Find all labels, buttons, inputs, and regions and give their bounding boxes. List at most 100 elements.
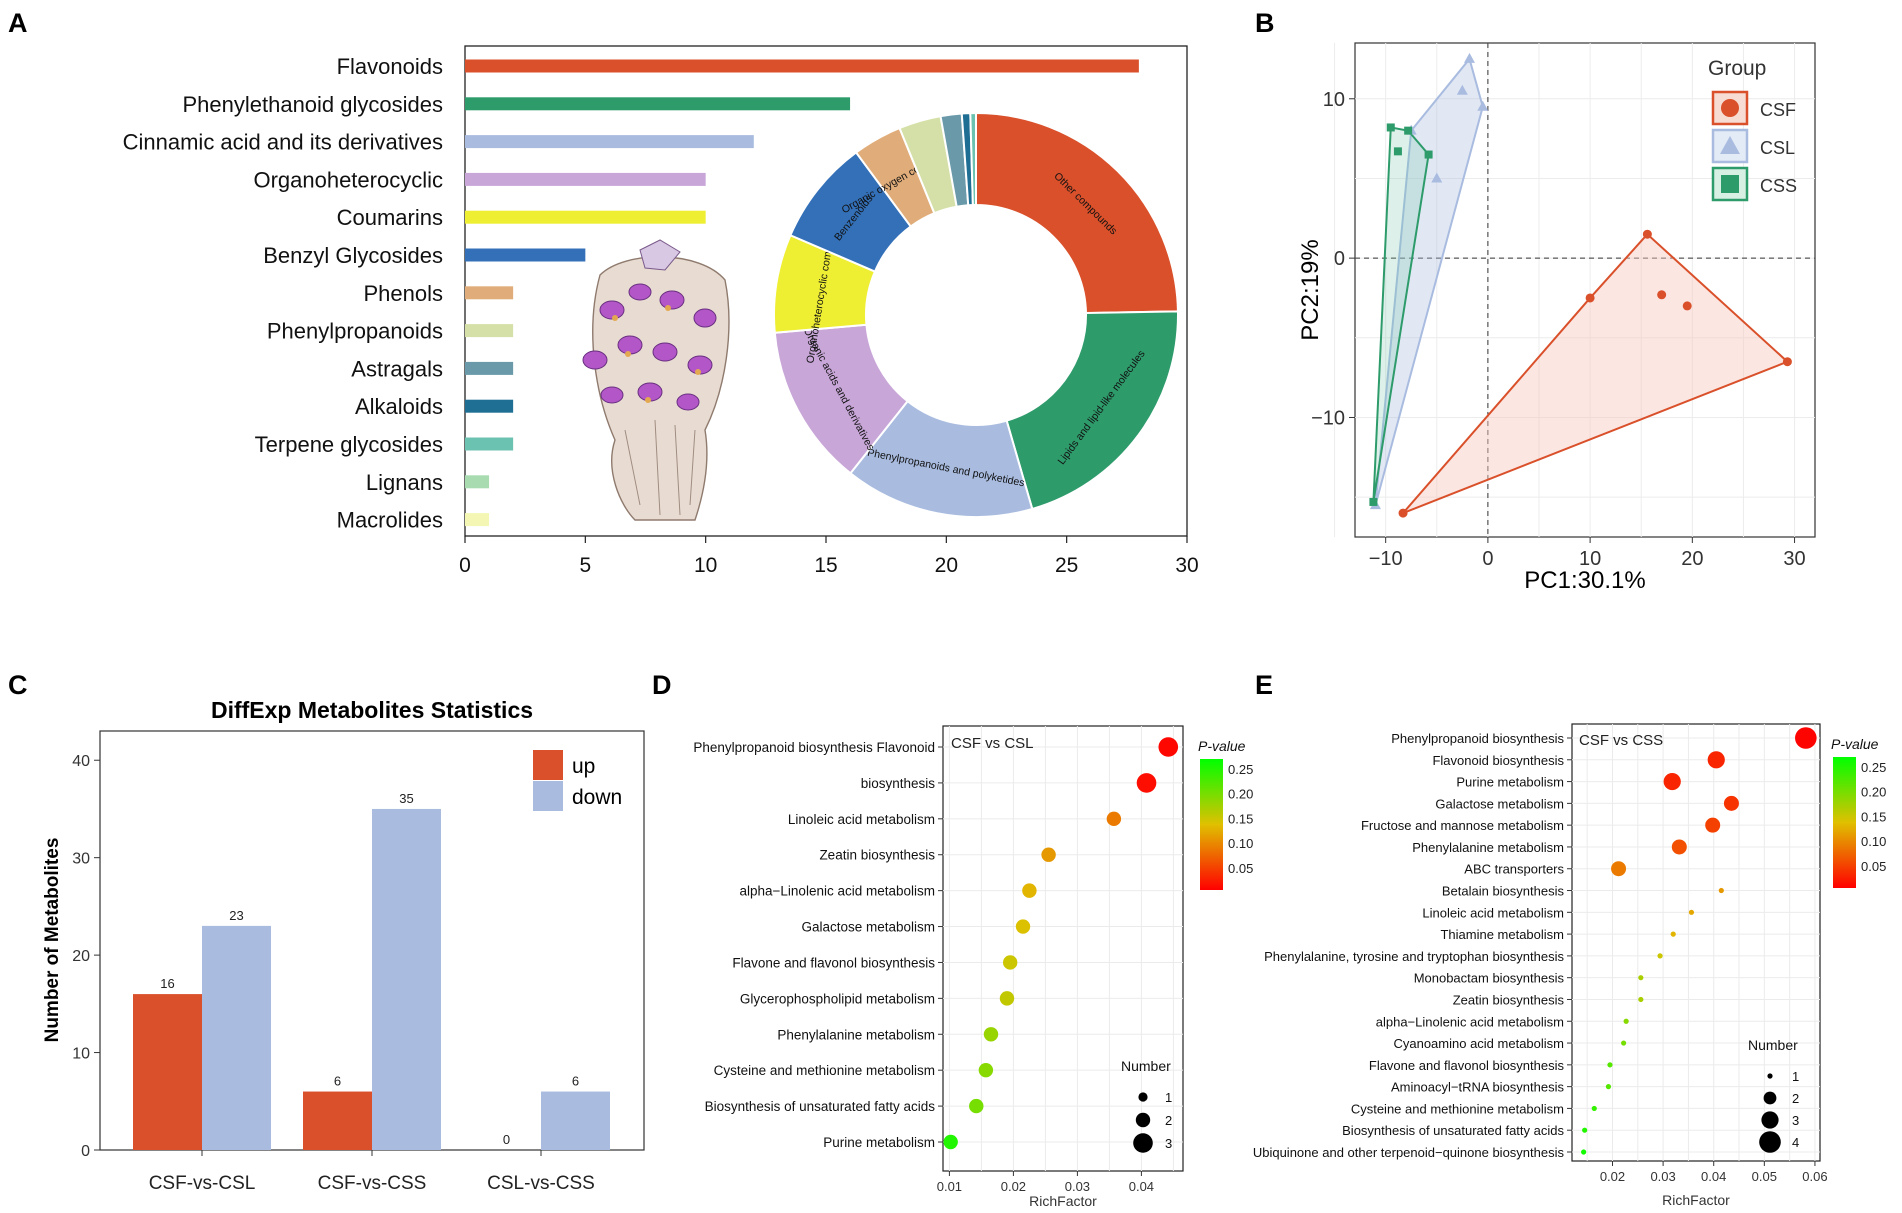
size-legend-dot xyxy=(1135,1112,1151,1128)
dot-purine-metabolism xyxy=(943,1134,958,1150)
bar-alkaloids xyxy=(465,399,514,413)
category-label: Coumarins xyxy=(337,205,443,230)
pathway-label: alpha−Linolenic acid metabolism xyxy=(1376,1014,1564,1029)
category-label: Flavonoids xyxy=(337,54,443,79)
dot-linoleic-acid-metabolism xyxy=(1106,811,1122,827)
dot-thiamine-metabolism xyxy=(1670,931,1676,937)
pathway-label: Zeatin biosynthesis xyxy=(1453,992,1565,1007)
pathway-label: Monobactam biosynthesis xyxy=(1414,971,1565,986)
pca-x-label: PC1:30.1% xyxy=(1524,567,1645,594)
bar-legend: up down xyxy=(533,750,622,811)
category-label: Benzyl Glycosides xyxy=(263,243,443,268)
color-tick-label: 0.15 xyxy=(1861,809,1886,824)
size-legend-title: Number xyxy=(1748,1037,1798,1053)
color-tick-label: 0.10 xyxy=(1228,836,1253,851)
x-tick-label: 30 xyxy=(1783,548,1805,570)
x-tick-label: 15 xyxy=(814,554,837,577)
panel-d: Phenylpropanoid biosynthesis Flavonoid bi… xyxy=(693,725,1253,1209)
dot-biosynthesis-of-unsaturated-fatty-acids xyxy=(1582,1127,1588,1133)
bar-value-label: 23 xyxy=(229,908,243,923)
category-label: Astragals xyxy=(351,356,443,381)
dot-abc-transporters xyxy=(1611,861,1627,877)
dot-flavone-and-flavonol-biosynthesis xyxy=(1003,955,1018,970)
e-plot-area xyxy=(1571,723,1821,1162)
pathway-label: biosynthesis xyxy=(861,776,936,791)
panel-label-a: A xyxy=(8,8,28,38)
pathway-label: Aminoacyl−tRNA biosynthesis xyxy=(1391,1080,1565,1095)
pathway-label: Flavone and flavonol biosynthesis xyxy=(1369,1058,1565,1073)
dot-phenylpropanoid-biosynthesis-flavonoid xyxy=(1158,737,1179,757)
dot-flavone-and-flavonol-biosynthesis xyxy=(1607,1062,1613,1068)
size-legend-dot xyxy=(1761,1111,1779,1129)
x-tick-label: 20 xyxy=(935,554,958,577)
category-label: Cinnamic acid and its derivatives xyxy=(123,130,443,155)
bar-down-csl-vs-css xyxy=(541,1091,610,1150)
dot-glycerophospholipid-metabolism xyxy=(999,991,1015,1006)
donut-slice xyxy=(849,399,1034,518)
x-tick-label: 0.02 xyxy=(1600,1169,1625,1184)
panel-label-b: B xyxy=(1255,8,1275,38)
point-csl xyxy=(1431,172,1443,183)
point-css xyxy=(1424,150,1433,159)
bar-organoheterocyclic xyxy=(465,172,706,186)
color-tick-label: 0.25 xyxy=(1228,762,1253,777)
pathway-label: Zeatin biosynthesis xyxy=(819,848,935,863)
color-bar xyxy=(1200,759,1223,890)
y-tick-label: −10 xyxy=(1311,407,1345,429)
color-tick-label: 0.20 xyxy=(1228,787,1253,802)
pathway-label: Biosynthesis of unsaturated fatty acids xyxy=(1342,1123,1564,1138)
panel-c-title: DiffExp Metabolites Statistics xyxy=(211,697,533,723)
size-legend-dot xyxy=(1138,1092,1148,1102)
category-label: Lignans xyxy=(366,470,443,495)
x-tick-label: 0.06 xyxy=(1802,1169,1827,1184)
donut-slice xyxy=(969,111,977,207)
bar-macrolides xyxy=(465,513,490,527)
size-legend-dot xyxy=(1767,1073,1773,1079)
panel-c: DiffExp Metabolites Statistics 0 10 20 30 40… xyxy=(42,697,645,1194)
color-legend-title: P-value xyxy=(1831,736,1879,752)
x-tick-label: 0 xyxy=(459,554,471,577)
x-tick-label: 0.01 xyxy=(937,1179,962,1194)
category-label: Phenylethanoid glycosides xyxy=(182,92,443,117)
dot-aminoacyl-trna-biosynthesis xyxy=(1605,1084,1612,1090)
dot-phenylalanine-metabolism xyxy=(1671,839,1687,855)
panel-c-y-label: Number of Metabolites xyxy=(42,838,63,1043)
pathway-label: Flavone and flavonol biosynthesis xyxy=(732,955,935,970)
legend-label-up: up xyxy=(572,755,595,778)
point-csf xyxy=(1398,508,1408,518)
color-tick-label: 0.20 xyxy=(1861,785,1886,800)
bar-cinnamic-acid-and-its-derivatives xyxy=(465,135,754,149)
x-tick-label: 0.04 xyxy=(1129,1179,1154,1194)
panel-a: Flavonoids Phenylethanoid glycosides Cinna… xyxy=(123,45,1199,577)
x-tick-label: CSF-vs-CSL xyxy=(149,1173,256,1194)
point-csf xyxy=(1682,301,1692,311)
point-csl xyxy=(1456,84,1468,95)
pathway-label: Thiamine metabolism xyxy=(1440,927,1564,942)
point-csf xyxy=(1585,293,1595,303)
bar-terpene-glycosides xyxy=(465,437,514,451)
pca-plot-area xyxy=(1354,42,1816,538)
pathway-label: Purine metabolism xyxy=(823,1135,935,1150)
category-label: Macrolides xyxy=(337,508,443,533)
pathway-label: Galactose metabolism xyxy=(801,920,935,935)
bar-value-label: 6 xyxy=(334,1074,341,1089)
dot-cyanoamino-acid-metabolism xyxy=(1621,1040,1627,1046)
panel-b: −10 0 10 20 30 −10 0 10 PC1:30.1% PC2:19% Group… xyxy=(1297,42,1816,594)
bar-up-csf-vs-csl xyxy=(133,994,202,1150)
pathway-label: Galactose metabolism xyxy=(1435,796,1564,811)
y-tick-label: 40 xyxy=(72,753,90,770)
dot-monobactam-biosynthesis xyxy=(1638,975,1644,981)
dot-biosynthesis-of-unsaturated-fatty-acids xyxy=(969,1098,984,1114)
bar-benzyl-glycosides xyxy=(465,248,586,262)
panel-label-c: C xyxy=(8,670,28,700)
x-tick-label: 0.03 xyxy=(1065,1179,1090,1194)
size-legend-label: 2 xyxy=(1792,1091,1799,1106)
size-legend-label: 3 xyxy=(1165,1136,1172,1151)
bar-astragals xyxy=(465,361,514,375)
size-legend-label: 3 xyxy=(1792,1113,1799,1128)
y-tick-label: 0 xyxy=(1334,248,1345,270)
size-legend-label: 1 xyxy=(1165,1090,1172,1105)
legend-swatch-down xyxy=(533,781,563,811)
category-label: Alkaloids xyxy=(355,394,443,419)
size-legend-label: 1 xyxy=(1792,1069,1799,1084)
